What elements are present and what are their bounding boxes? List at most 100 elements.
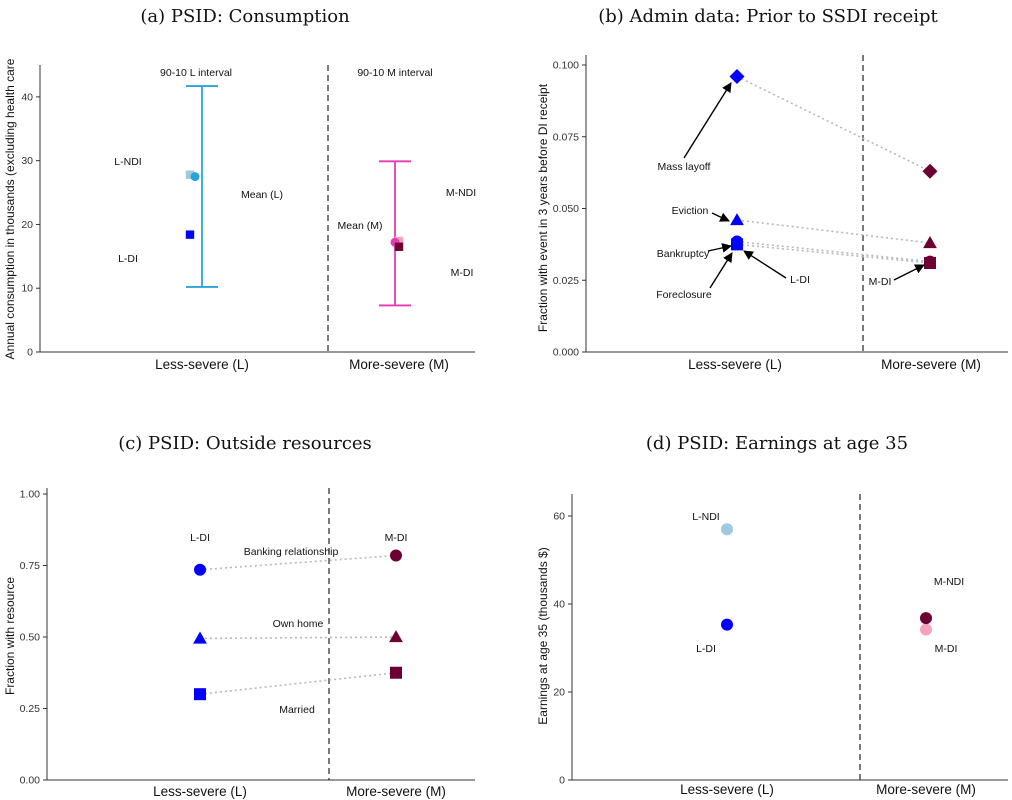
panel-a: (a) PSID: Consumption Annual consumption… [3,6,476,372]
panel-d-point-l-di [721,618,733,631]
panel-b-ann-eviction: Eviction [672,205,709,217]
panel-c-marks [193,549,403,701]
panel-a-ann-mean-m: Mean (M) [338,220,383,232]
panel-c-own-home-connector [199,636,397,640]
panel-c-ytick-label-4: 1.00 [20,489,41,501]
panel-b-mass-layoff-point-m [922,163,938,179]
panel-d-xcat-m: More-severe (M) [876,782,976,797]
panel-c-own-home-point-l [193,631,207,644]
panel-a-ytick-label-4: 40 [21,91,33,103]
panel-b-title: (b) Admin data: Prior to SSDI receipt [598,6,938,27]
panel-b-ytick-label-2: 0.050 [553,203,579,215]
panel-a-title: (a) PSID: Consumption [140,6,350,27]
panel-a-ann-m-ndi: M-NDI [446,187,476,199]
panel-c-ann-l-di: L-DI [190,532,210,544]
panel-d-marks [721,523,932,636]
panel-a-ytick-label-1: 10 [21,283,33,295]
panel-a-xcat-l: Less-severe (L) [155,357,249,372]
panel-d-ytick-label-1: 20 [553,687,565,699]
panel-b-foreclosure-connector [736,243,931,264]
panel-a-point-l-ndi [185,170,195,179]
panel-d-ytick-label-0: 0 [559,775,565,787]
panel-b-ann-mass-layoff: Mass layoff [658,161,711,173]
panel-d-title: (d) PSID: Earnings at age 35 [646,433,908,454]
panel-a-point-l-di [185,230,195,239]
panel-b-foreclosure-point-l [731,238,743,251]
panel-d-ytick-label-2: 40 [553,599,565,611]
panel-c-own-home-point-m [389,630,403,643]
panel-b-ytick-label-0: 0.000 [553,347,579,359]
panel-c-ytick-label-2: 0.50 [20,632,41,644]
panel-a-ytick-label-3: 30 [21,155,33,167]
panel-c-ytick-label-3: 0.75 [20,560,41,572]
panel-a-ann-m-di: M-DI [451,267,474,279]
panel-c-ytick-label-0: 0.00 [20,775,41,787]
panel-b-ann-m-di: M-DI [869,276,892,288]
panel-a-ylabel: Annual consumption in thousands (excludi… [3,58,17,359]
panel-b-marks [729,68,938,270]
panel-a-point-m-di [394,242,404,251]
panel-b-ann-bankruptcy: Bankruptcy [657,248,710,260]
panel-d-ann-m-di: M-DI [935,643,958,655]
panel-c-y-ticks: 0.00 0.25 0.50 0.75 1.00 [20,489,47,787]
panel-c-ytick-label-1: 0.25 [20,703,41,715]
panel-b-ytick-label-1: 0.025 [553,275,579,287]
panel-b-ytick-label-4: 0.100 [553,60,579,72]
panel-d-ann-l-di: L-DI [696,643,716,655]
panel-b-eviction-connector [736,219,931,244]
panel-c-married-connector [199,671,397,695]
panel-a-ytick-label-0: 0 [27,347,33,359]
panel-d-point-m-ndi [920,623,932,636]
panel-a-ann-m-interval: 90-10 M interval [357,67,432,79]
panel-a-xcat-m: More-severe (M) [349,357,449,372]
panel-b-arrow-eviction [711,212,730,222]
panel-b-bankruptcy-connector [736,240,931,263]
panel-a-marks [185,85,411,307]
panel-b-foreclosure-point-m [924,257,936,270]
panel-b-ytick-label-3: 0.075 [553,131,579,143]
panel-d: (d) PSID: Earnings at age 35 Earnings at… [536,433,1008,797]
panel-b-xcat-l: Less-severe (L) [688,357,782,372]
panel-c-ylabel: Fraction with resource [3,577,17,695]
panel-c-title: (c) PSID: Outside resources [118,433,372,454]
panel-d-ann-m-ndi: M-NDI [934,576,964,588]
panel-c-ann-banking: Banking relationship [244,546,339,558]
panel-a-ann-mean-l: Mean (L) [241,189,283,201]
panel-b: (b) Admin data: Prior to SSDI receipt Fr… [536,6,1008,372]
panel-b-ann-foreclosure: Foreclosure [656,289,712,301]
panel-d-ylabel: Earnings at age 35 (thousands $) [536,547,550,724]
panel-c: (c) PSID: Outside resources Fraction wit… [3,433,475,799]
panel-b-xcat-m: More-severe (M) [881,357,981,372]
panel-b-mass-layoff-point-l [729,68,745,84]
panel-c-banking-relationship-point-m [390,549,402,562]
panel-c-ann-m-di: M-DI [385,532,408,544]
panel-b-mass-layoff-connector [736,75,931,172]
panel-d-point-l-ndi [721,523,733,536]
panel-b-ann-l-di: L-DI [790,274,810,286]
panel-b-arrow-mass-layoff [683,82,732,159]
panel-c-married-point-m [390,666,402,679]
panel-a-ytick-label-2: 20 [21,219,33,231]
panel-b-y-ticks: 0.000 0.025 0.050 0.075 0.100 [553,60,586,359]
panel-b-arrow-bankruptcy [707,243,732,253]
panel-c-xcat-m: More-severe (M) [346,784,446,799]
panel-d-ytick-label-3: 60 [553,511,565,523]
panel-b-eviction-point-l [730,213,744,226]
panel-b-arrow-m-di [893,264,925,281]
panel-d-point-m-di [920,612,932,625]
panel-c-ann-married: Married [279,704,315,716]
panel-a-ann-l-di: L-DI [118,253,138,265]
panel-a-ann-l-interval: 90-10 L interval [160,67,232,79]
panel-a-y-ticks: 0 10 20 30 40 [21,91,40,359]
panel-b-arrow-foreclosure [709,252,733,289]
panel-a-point-mean-l [190,172,200,182]
panel-b-eviction-point-m [923,236,937,249]
panel-c-ann-own-home: Own home [273,618,324,630]
panel-c-banking-relationship-point-l [194,563,206,576]
panel-d-ann-l-ndi: L-NDI [692,511,719,523]
panel-d-xcat-l: Less-severe (L) [680,782,774,797]
panel-d-y-ticks: 0 20 40 60 [553,511,572,787]
panel-b-arrow-l-di [743,250,787,279]
panel-a-ann-l-ndi: L-NDI [114,156,141,168]
